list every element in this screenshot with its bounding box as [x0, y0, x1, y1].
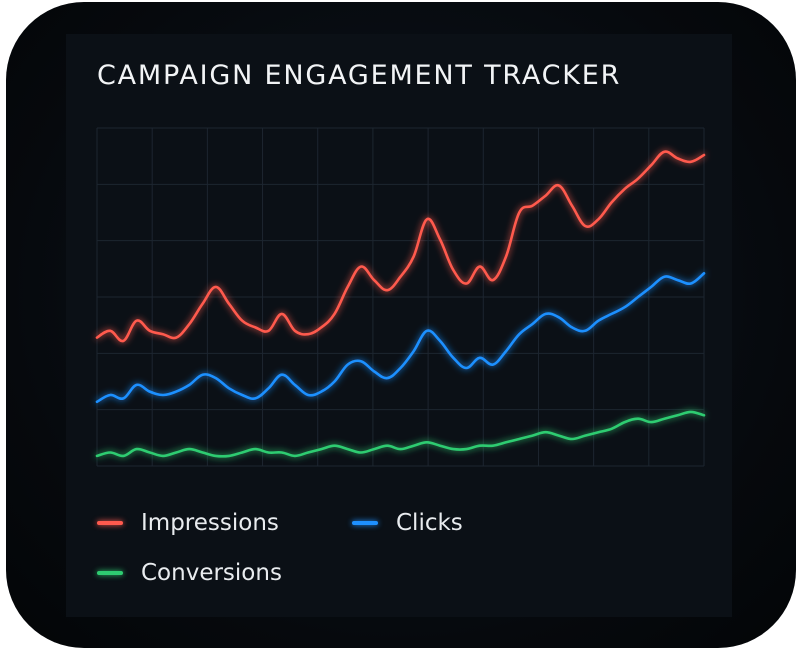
grid	[96, 127, 705, 467]
legend-label-impressions: Impressions	[141, 510, 279, 536]
chart-title: CAMPAIGN ENGAGEMENT TRACKER	[97, 60, 622, 91]
series-line-conversions	[95, 410, 706, 458]
chart-panel	[66, 34, 732, 617]
legend-item-impressions: Impressions	[97, 508, 279, 538]
legend-swatch-impressions	[97, 521, 123, 525]
legend-label-clicks: Clicks	[396, 510, 463, 536]
legend-item-conversions: Conversions	[97, 558, 282, 588]
series-line-clicks	[95, 272, 706, 404]
legend-item-clicks: Clicks	[352, 508, 463, 538]
series-line-impressions	[95, 150, 706, 343]
series-lines	[95, 150, 706, 458]
legend-label-conversions: Conversions	[141, 560, 282, 586]
legend-swatch-clicks	[352, 521, 378, 525]
legend-swatch-conversions	[97, 571, 123, 575]
